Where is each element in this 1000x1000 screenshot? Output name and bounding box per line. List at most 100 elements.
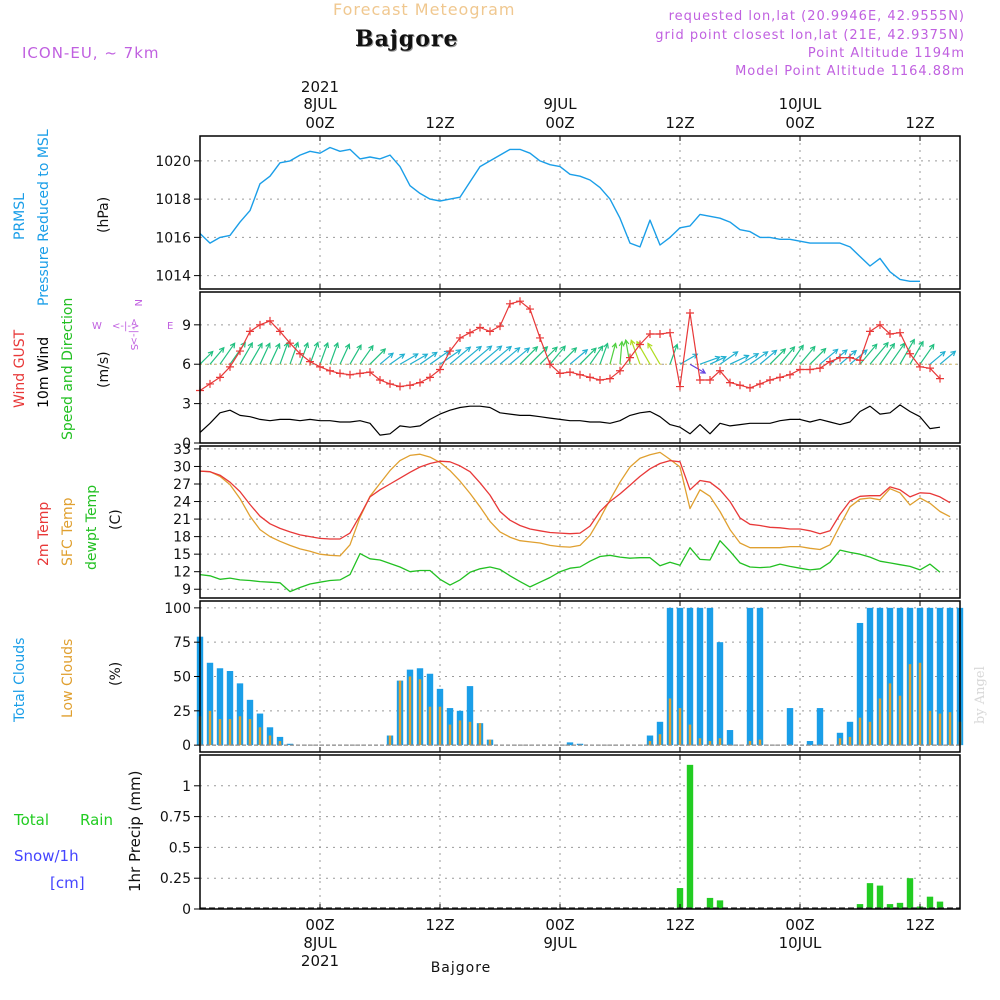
total-cloud-bar [286, 743, 294, 746]
low-cloud-bar [698, 738, 702, 746]
low-cloud-bar [888, 683, 892, 746]
ytick-label: 50 [173, 670, 191, 686]
ytick-label: 0 [182, 902, 191, 918]
direction-title: Speed and Direction [60, 298, 76, 440]
wind-direction-arrow [809, 348, 826, 365]
panel-frame [199, 291, 961, 444]
wind-gust-line [199, 300, 941, 392]
gust-marker [476, 323, 484, 332]
wind-direction-arrow [579, 347, 597, 365]
ytick-label: 6 [182, 357, 191, 373]
low-cloud-bar [758, 739, 762, 746]
wind-arrow-head [597, 345, 604, 352]
wind-direction-arrow [249, 343, 263, 365]
time-label-top: 12Z [905, 114, 934, 132]
ytick-label: 0.75 [160, 810, 191, 826]
time-label-bottom: 00Z [545, 916, 574, 934]
chart-marks [0, 0, 964, 909]
time-label-top: 8JUL [303, 95, 337, 113]
low-cloud-bar [418, 679, 422, 746]
wind-direction-arrow [749, 351, 768, 365]
wind-arrow-head [629, 339, 636, 346]
low-cloud-bar [268, 735, 272, 746]
low-cloud-bar [858, 717, 862, 746]
gust-marker [446, 347, 454, 356]
wind-arrow-head [313, 341, 320, 348]
gust-marker [486, 327, 494, 336]
wind-direction-arrow [609, 343, 617, 365]
low-cloud-bar [908, 664, 912, 746]
gust-marker [806, 365, 814, 374]
low-cloud-bar [468, 721, 472, 746]
gust-marker [316, 362, 324, 371]
gust-marker [776, 373, 784, 382]
gust-marker [266, 316, 274, 325]
low-cloud-bar [208, 710, 212, 746]
wind-arrow-head [532, 346, 539, 352]
low-cloud-bar [428, 706, 432, 746]
low-clouds-title: Low Clouds [60, 639, 76, 718]
wind-direction-arrow [389, 353, 405, 365]
gust-marker [366, 368, 374, 377]
rain-bar [856, 904, 864, 909]
point-altitude: Point Altitude 1194m [807, 46, 965, 61]
total-cloud-bar [696, 607, 704, 746]
wind-arrow-head [218, 346, 225, 353]
wind-direction-arrow [399, 353, 419, 365]
wind-direction-arrow [269, 343, 281, 365]
ytick-label: 9 [182, 318, 191, 334]
wind-direction-arrow [429, 350, 450, 365]
wind-arrow-head [422, 353, 429, 359]
wind-arrow-head [820, 347, 827, 354]
gust-marker [416, 378, 424, 387]
ytick-label: 9 [182, 582, 191, 598]
wind-arrow-head [476, 345, 483, 352]
wind-arrow-head [720, 355, 727, 362]
gust-marker [336, 369, 344, 378]
time-label-top: 00Z [545, 114, 574, 132]
time-label-bottom: 8JUL [303, 934, 337, 952]
gust-marker [936, 374, 944, 383]
wind-arrow-head [743, 354, 750, 360]
gust-marker [306, 357, 314, 366]
gust-marker [636, 340, 644, 349]
grid-point-coords: grid point closest lon,lat (21E, 42.9375… [655, 28, 965, 43]
rain-bar [676, 888, 684, 909]
gust-marker [916, 362, 924, 371]
wind-arrow-head [283, 341, 290, 348]
total-cloud-bar [706, 607, 714, 746]
low-cloud-bar [658, 734, 662, 746]
wind-direction-arrow [630, 340, 641, 365]
wind-direction-arrow [279, 342, 289, 365]
requested-coords: requested lon,lat (20.9946E, 42.9555N) [668, 9, 965, 24]
wind-direction-arrow [679, 353, 698, 365]
wind-arrow-head [909, 338, 915, 345]
wind-direction-arrow [619, 341, 623, 365]
gust-marker [906, 349, 914, 358]
rain-bar [926, 896, 934, 909]
compass-we-arrow: <-|-> [112, 321, 139, 332]
rain-bar [906, 878, 914, 909]
time-label-bottom: 10JUL [779, 934, 822, 952]
low-cloud-bar [398, 680, 402, 746]
time-label-bottom: 2021 [301, 952, 339, 970]
gust-marker [786, 370, 794, 379]
gust-marker [206, 379, 214, 388]
low-cloud-bar [478, 723, 482, 746]
low-cloud-bar [258, 727, 262, 746]
location-title: Bajgore [355, 26, 459, 52]
wind-arrow-head [889, 342, 896, 349]
wind-arrow-head [486, 345, 493, 352]
wind-arrow-head [732, 351, 739, 357]
low-cloud-bar [388, 735, 392, 746]
wind-direction-arrow [239, 342, 253, 365]
temp-unit: (C) [108, 509, 124, 530]
gust-marker [456, 333, 464, 342]
low-cloud-bar [838, 738, 842, 746]
wind-arrow-head [618, 340, 625, 347]
wind-arrow-head [265, 342, 271, 349]
gust-marker [676, 382, 684, 391]
gust-marker [756, 379, 764, 388]
low-cloud-bar [278, 741, 282, 746]
gust-marker [736, 381, 744, 390]
